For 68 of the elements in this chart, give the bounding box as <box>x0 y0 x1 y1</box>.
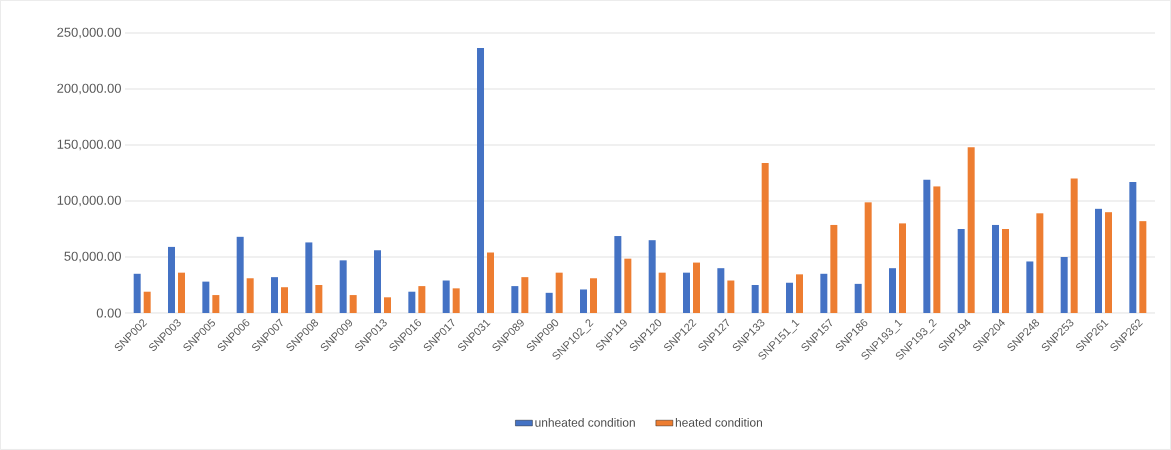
bar <box>693 262 701 313</box>
bar <box>614 236 622 313</box>
y-tick-label: 50,000.00 <box>64 251 121 263</box>
bar <box>624 258 632 313</box>
bar <box>1036 213 1044 313</box>
bar <box>590 278 598 313</box>
bar <box>957 228 965 313</box>
bar <box>178 272 186 313</box>
bar <box>1129 181 1137 313</box>
bar <box>933 186 941 313</box>
bar <box>408 291 416 313</box>
bar <box>418 286 426 313</box>
bar <box>889 268 897 313</box>
bar <box>339 260 347 313</box>
bar <box>796 274 804 313</box>
bar <box>236 236 244 313</box>
bar <box>580 289 588 313</box>
bar <box>717 268 725 313</box>
y-tick-label: 250,000.00 <box>57 27 121 39</box>
bar <box>168 246 176 313</box>
bar <box>511 286 519 313</box>
bar <box>545 292 553 313</box>
bar <box>212 295 220 313</box>
y-tick-label: 150,000.00 <box>57 139 121 151</box>
bar <box>246 278 254 313</box>
bar <box>281 287 289 313</box>
bar <box>1060 256 1068 313</box>
bar <box>648 240 656 313</box>
bar <box>384 297 392 313</box>
bar <box>820 273 828 313</box>
bar <box>133 273 141 313</box>
bar <box>1095 208 1103 313</box>
bar <box>349 295 357 313</box>
bar <box>1002 228 1010 313</box>
bar <box>1070 178 1078 313</box>
bar <box>1139 221 1147 313</box>
bar <box>899 223 907 313</box>
bar <box>452 288 460 313</box>
legend-label: heated condition <box>675 417 762 427</box>
bar <box>477 48 485 313</box>
bar <box>923 179 931 313</box>
bar <box>202 281 210 313</box>
bar <box>374 250 382 313</box>
bar <box>442 280 450 313</box>
legend-label: unheated condition <box>535 417 635 427</box>
bar <box>315 284 323 313</box>
bar <box>830 224 838 313</box>
bar <box>727 280 735 313</box>
bar <box>521 277 529 313</box>
bar <box>658 272 666 313</box>
bar <box>305 242 313 313</box>
bar <box>555 272 563 313</box>
bar <box>1026 261 1034 313</box>
bar <box>271 277 279 313</box>
y-tick-label: 0.00 <box>96 308 121 318</box>
bar <box>864 202 872 313</box>
y-tick-label: 100,000.00 <box>57 195 121 207</box>
bar <box>761 162 769 313</box>
bar <box>992 224 1000 313</box>
bar <box>143 291 151 313</box>
bar <box>854 283 862 313</box>
bar <box>683 272 691 313</box>
bar <box>1105 212 1113 313</box>
bar <box>967 147 975 313</box>
bar <box>751 284 759 313</box>
y-tick-label: 200,000.00 <box>57 83 121 95</box>
bar <box>786 282 794 313</box>
bar <box>487 252 495 313</box>
